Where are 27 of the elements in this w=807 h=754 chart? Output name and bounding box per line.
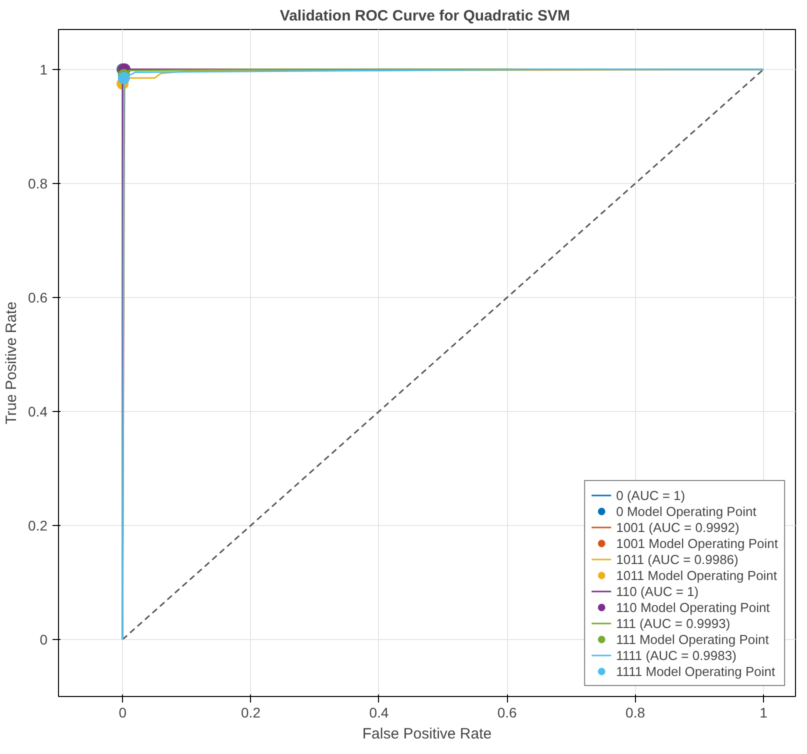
legend-label: 1011 (AUC = 0.9986) — [616, 551, 738, 567]
x-tick-label: 1 — [760, 704, 768, 720]
legend-label: 111 (AUC = 0.9993) — [616, 615, 730, 631]
x-tick-label: 0.2 — [241, 704, 261, 720]
y-tick-label: 1 — [40, 61, 48, 78]
x-axis-title: False Positive Rate — [362, 726, 492, 742]
x-tick-label: 0 — [118, 704, 127, 720]
x-tick-label: 0.6 — [497, 704, 518, 720]
legend-label: 1001 (AUC = 0.9992) — [616, 519, 740, 535]
x-tick-label: 0.4 — [369, 704, 389, 720]
x-tick-label: 0.8 — [626, 704, 646, 720]
y-tick-label: 0.4 — [28, 403, 48, 420]
legend-label: 0 (AUC = 1) — [616, 487, 686, 503]
y-tick-label: 0.6 — [28, 289, 48, 306]
legend-label: 0 Model Operating Point — [616, 503, 756, 519]
legend-label: 110 (AUC = 1) — [616, 583, 699, 599]
legend-label: 1001 Model Operating Point — [616, 535, 778, 551]
legend-label: 1011 Model Operating Point — [616, 567, 778, 583]
y-axis-title: True Positive Rate — [3, 302, 20, 424]
legend-label: 1111 Model Operating Point — [616, 663, 776, 679]
y-tick-label: 0 — [40, 631, 48, 648]
y-tick-label: 0.8 — [28, 175, 48, 192]
chart-title: Validation ROC Curve for Quadratic SVM — [280, 8, 570, 24]
legend-label: 111 Model Operating Point — [616, 631, 769, 647]
legend-label: 110 Model Operating Point — [616, 599, 770, 615]
y-tick-label: 0.2 — [28, 517, 48, 534]
legend-label: 1111 (AUC = 0.9983) — [616, 647, 736, 663]
